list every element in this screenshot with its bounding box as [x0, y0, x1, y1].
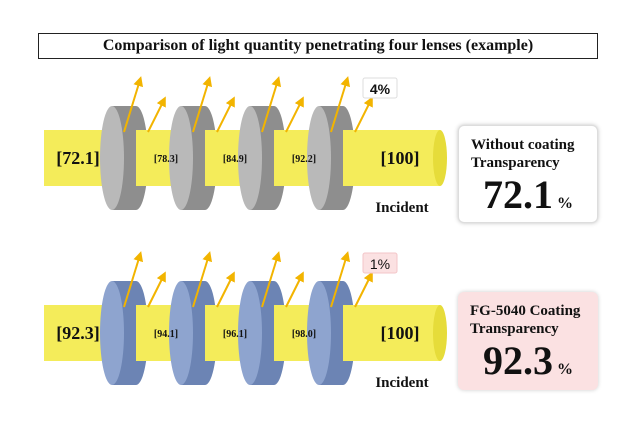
reflection-arrow	[261, 76, 282, 133]
info-box-line2: Transparency	[471, 155, 560, 171]
reflection-badge	[362, 77, 398, 99]
reflection-arrow	[123, 76, 144, 133]
transparency-unit: %	[557, 361, 573, 378]
reflection-badge	[362, 252, 398, 274]
incident-label: Incident	[375, 375, 428, 391]
reflection-arrow	[147, 96, 166, 133]
reflection-arrow	[354, 271, 373, 308]
reflection-arrow	[147, 271, 166, 308]
info-box-line1: FG-5040 Coating	[470, 303, 581, 319]
lens-2	[169, 106, 193, 210]
segment-value: [94.1]	[154, 329, 178, 340]
segment-value: [92.2]	[292, 154, 316, 165]
lens-4	[307, 281, 331, 385]
segment-value: [98.0]	[292, 329, 316, 340]
segment-value: [92.3]	[56, 323, 100, 343]
segment-value: [96.1]	[223, 329, 247, 340]
lens-1	[100, 281, 124, 385]
info-box-without-coating: Without coating Transparency 72.1 %	[458, 125, 598, 223]
light-beam-end	[433, 130, 447, 186]
reflection-percent: 4%	[370, 81, 391, 97]
reflection-arrow	[216, 96, 235, 133]
light-beam-end	[433, 305, 447, 361]
reflection-arrow	[330, 76, 351, 133]
diagram-title: Comparison of light quantity penetrating…	[38, 33, 598, 59]
reflection-arrow	[192, 251, 213, 308]
reflection-arrow	[285, 271, 304, 308]
lens-2	[169, 281, 193, 385]
info-box-line1: Without coating	[471, 137, 575, 153]
reflection-arrow	[354, 96, 373, 133]
reflection-percent: 1%	[370, 256, 390, 272]
reflection-arrow	[261, 251, 282, 308]
beam-segment	[343, 305, 403, 361]
lens-3	[238, 106, 262, 210]
reflection-arrow	[216, 271, 235, 308]
segment-value: [100]	[381, 323, 420, 343]
lens-4	[307, 106, 331, 210]
info-box-fg5040-coating: FG-5040 Coating Transparency 92.3 %	[458, 292, 598, 390]
segment-value: [100]	[381, 148, 420, 168]
reflection-arrow	[192, 76, 213, 133]
incident-label: Incident	[375, 200, 428, 216]
transparency-value: 72.1	[483, 172, 553, 217]
lens-3	[238, 281, 262, 385]
segment-value: [72.1]	[56, 148, 100, 168]
reflection-arrow	[123, 251, 144, 308]
segment-value: [78.3]	[154, 154, 178, 165]
segment-value: [84.9]	[223, 154, 247, 165]
transparency-value: 92.3	[483, 338, 553, 383]
transparency-unit: %	[557, 195, 573, 212]
reflection-arrow	[285, 96, 304, 133]
lens-1	[100, 106, 124, 210]
info-box-line2: Transparency	[470, 321, 559, 337]
beam-segment	[343, 130, 403, 186]
reflection-arrow	[330, 251, 351, 308]
